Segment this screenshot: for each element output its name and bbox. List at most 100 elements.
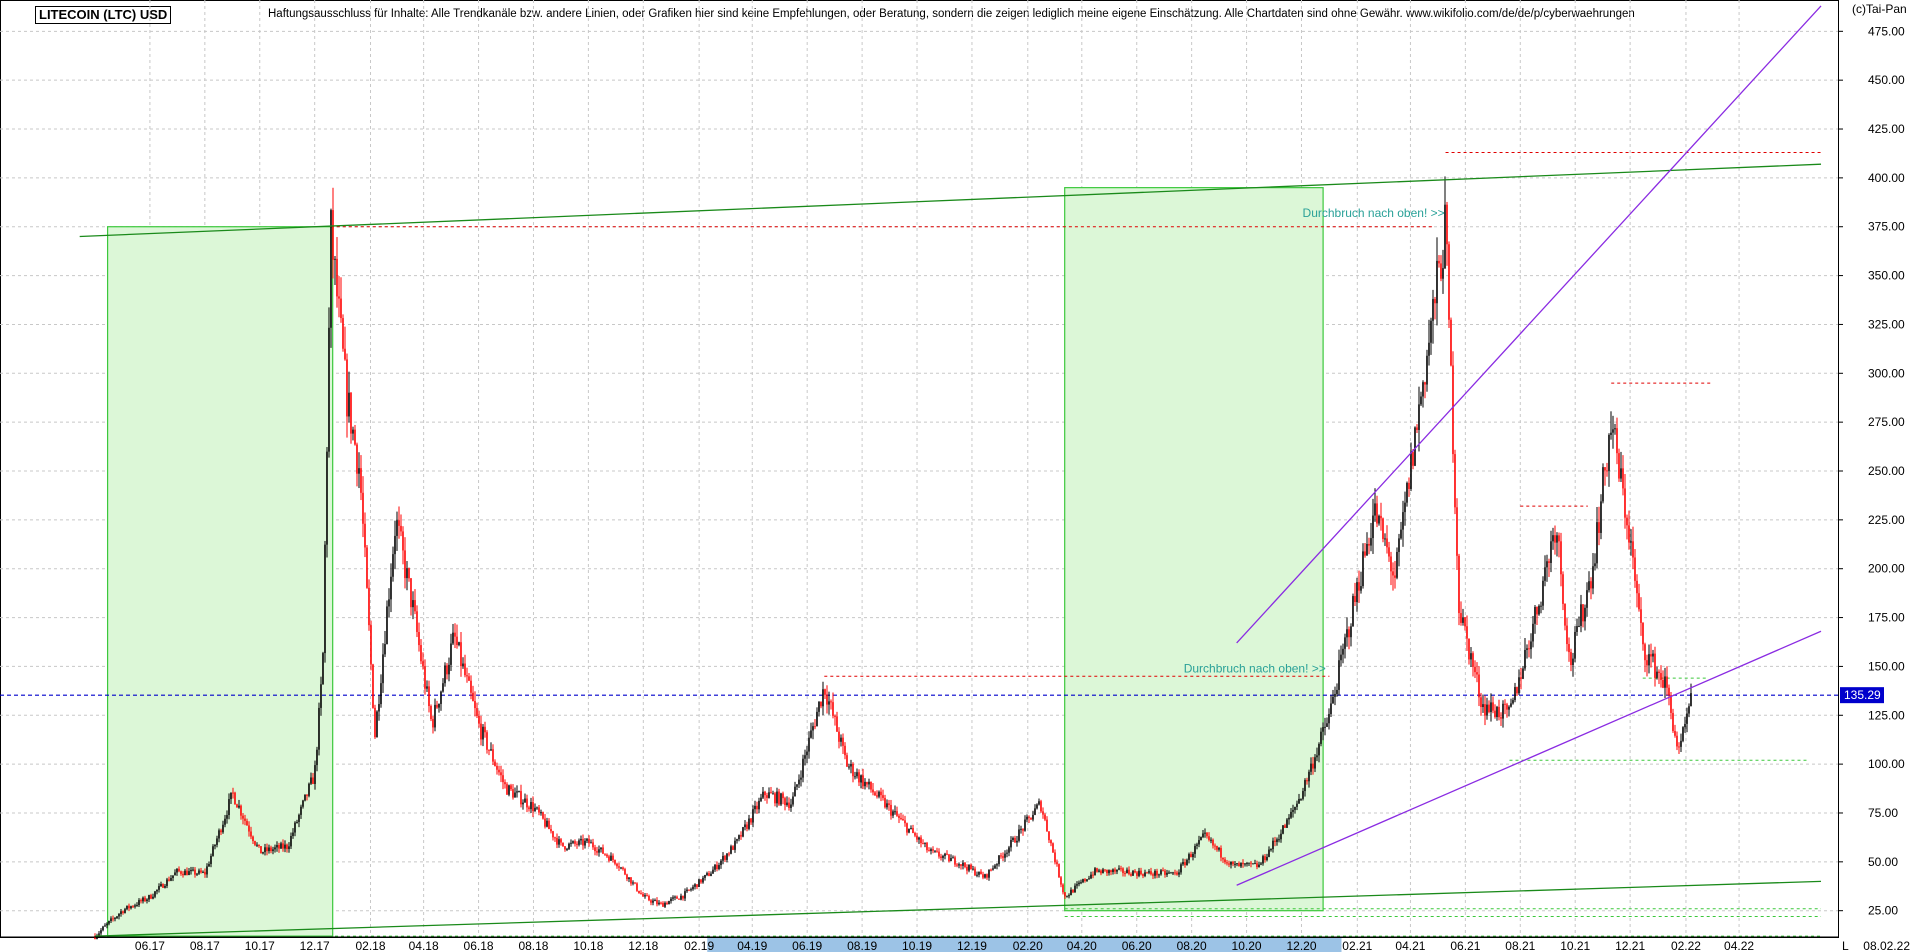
candle-body [918, 837, 920, 840]
candle-body [470, 680, 472, 693]
candle-body [262, 852, 264, 854]
candle-body [116, 916, 118, 919]
candle-body [910, 828, 912, 830]
candle-body [1354, 596, 1356, 603]
candle-body [1340, 654, 1342, 661]
candle-body [1364, 551, 1366, 556]
candle-body [484, 726, 486, 733]
candle-body [1562, 574, 1564, 604]
candle-body [948, 854, 950, 862]
candle-body [842, 737, 844, 746]
candle-body [718, 865, 720, 870]
candle-body [1226, 862, 1228, 864]
copyright-text: (c)Tai-Pan [1852, 2, 1907, 16]
candle-body [584, 840, 586, 846]
candle-body [346, 359, 348, 417]
candle-body [1426, 355, 1428, 385]
candle-body [604, 853, 606, 855]
candle-body [1132, 870, 1134, 876]
x-tick-label: 06.18 [464, 939, 494, 952]
candle-body [1460, 613, 1462, 623]
candle-body [1322, 727, 1324, 732]
candle-body [1678, 746, 1680, 748]
candle-body [1540, 605, 1542, 607]
candle-body [614, 859, 616, 864]
candle-body [1654, 653, 1656, 678]
candle-body [184, 870, 186, 876]
candle-body [1270, 849, 1272, 851]
candle-body [1498, 706, 1500, 718]
x-tick-label: 02.22 [1671, 939, 1701, 952]
candle-body [1358, 582, 1360, 591]
candle-body [1378, 515, 1380, 524]
candle-body [566, 848, 568, 850]
annotation-label: Durchbruch nach oben! >> [1184, 661, 1326, 675]
candle-body [834, 715, 836, 717]
candle-body [832, 702, 834, 716]
x-tick-label: 02.21 [1342, 939, 1372, 952]
candle-body [1486, 704, 1488, 716]
candle-body [1580, 604, 1582, 626]
candle-body [352, 429, 354, 434]
candle-body [1590, 581, 1592, 589]
candle-body [1022, 828, 1024, 831]
candle-body [820, 701, 822, 707]
candle-body [498, 769, 500, 773]
candle-body [96, 936, 98, 940]
y-tick-label: 425.00 [1868, 122, 1905, 136]
candle-body [1004, 853, 1006, 858]
x-tick-label: 08.18 [518, 939, 548, 952]
candle-body [1122, 868, 1124, 874]
candle-body [1690, 693, 1692, 707]
candle-body [1024, 819, 1026, 831]
candle-body [964, 862, 966, 867]
candle-body [1536, 607, 1538, 615]
candle-body [492, 749, 494, 762]
candle-body [366, 547, 368, 588]
candle-body [1236, 863, 1238, 865]
y-axis: 25.00 50.00 75.00 100.00 125.00 150.00 175.00 2… [1838, 24, 1905, 918]
candle-body [970, 864, 972, 870]
candle-body [240, 805, 242, 816]
candle-body [944, 853, 946, 856]
candle-body [1248, 862, 1250, 864]
candle-body [594, 847, 596, 852]
candle-body [988, 869, 990, 878]
candle-body [1484, 704, 1486, 716]
candle-body [250, 831, 252, 837]
candle-body [522, 802, 524, 805]
candle-body [1148, 871, 1150, 873]
candle-body [1064, 892, 1066, 897]
candle-body [902, 818, 904, 821]
candle-body [544, 818, 546, 827]
candle-body [1480, 697, 1482, 708]
candle-body [652, 900, 654, 903]
candle-body [510, 785, 512, 790]
candle-body [564, 846, 566, 850]
x-axis-highlight [707, 938, 1342, 952]
candle-body [1088, 878, 1090, 880]
candle-body [1212, 839, 1214, 846]
candle-body [1178, 872, 1180, 875]
candle-body [370, 625, 372, 665]
candle-body [1406, 482, 1408, 503]
candle-body [1592, 566, 1594, 589]
candle-body [1396, 551, 1398, 578]
candle-body [960, 864, 962, 866]
candle-body [118, 913, 120, 917]
candle-body [1310, 763, 1312, 772]
candle-body [1242, 862, 1244, 865]
candle-body [702, 877, 704, 883]
candle-body [304, 794, 306, 801]
candle-body [392, 554, 394, 577]
candle-body [540, 812, 542, 814]
candle-body [856, 772, 858, 777]
candle-body [438, 703, 440, 708]
candle-body [1638, 593, 1640, 610]
candle-body [382, 654, 384, 684]
candle-body [422, 661, 424, 667]
candle-body [268, 847, 270, 852]
candle-body [494, 761, 496, 766]
candle-body [1244, 863, 1246, 865]
